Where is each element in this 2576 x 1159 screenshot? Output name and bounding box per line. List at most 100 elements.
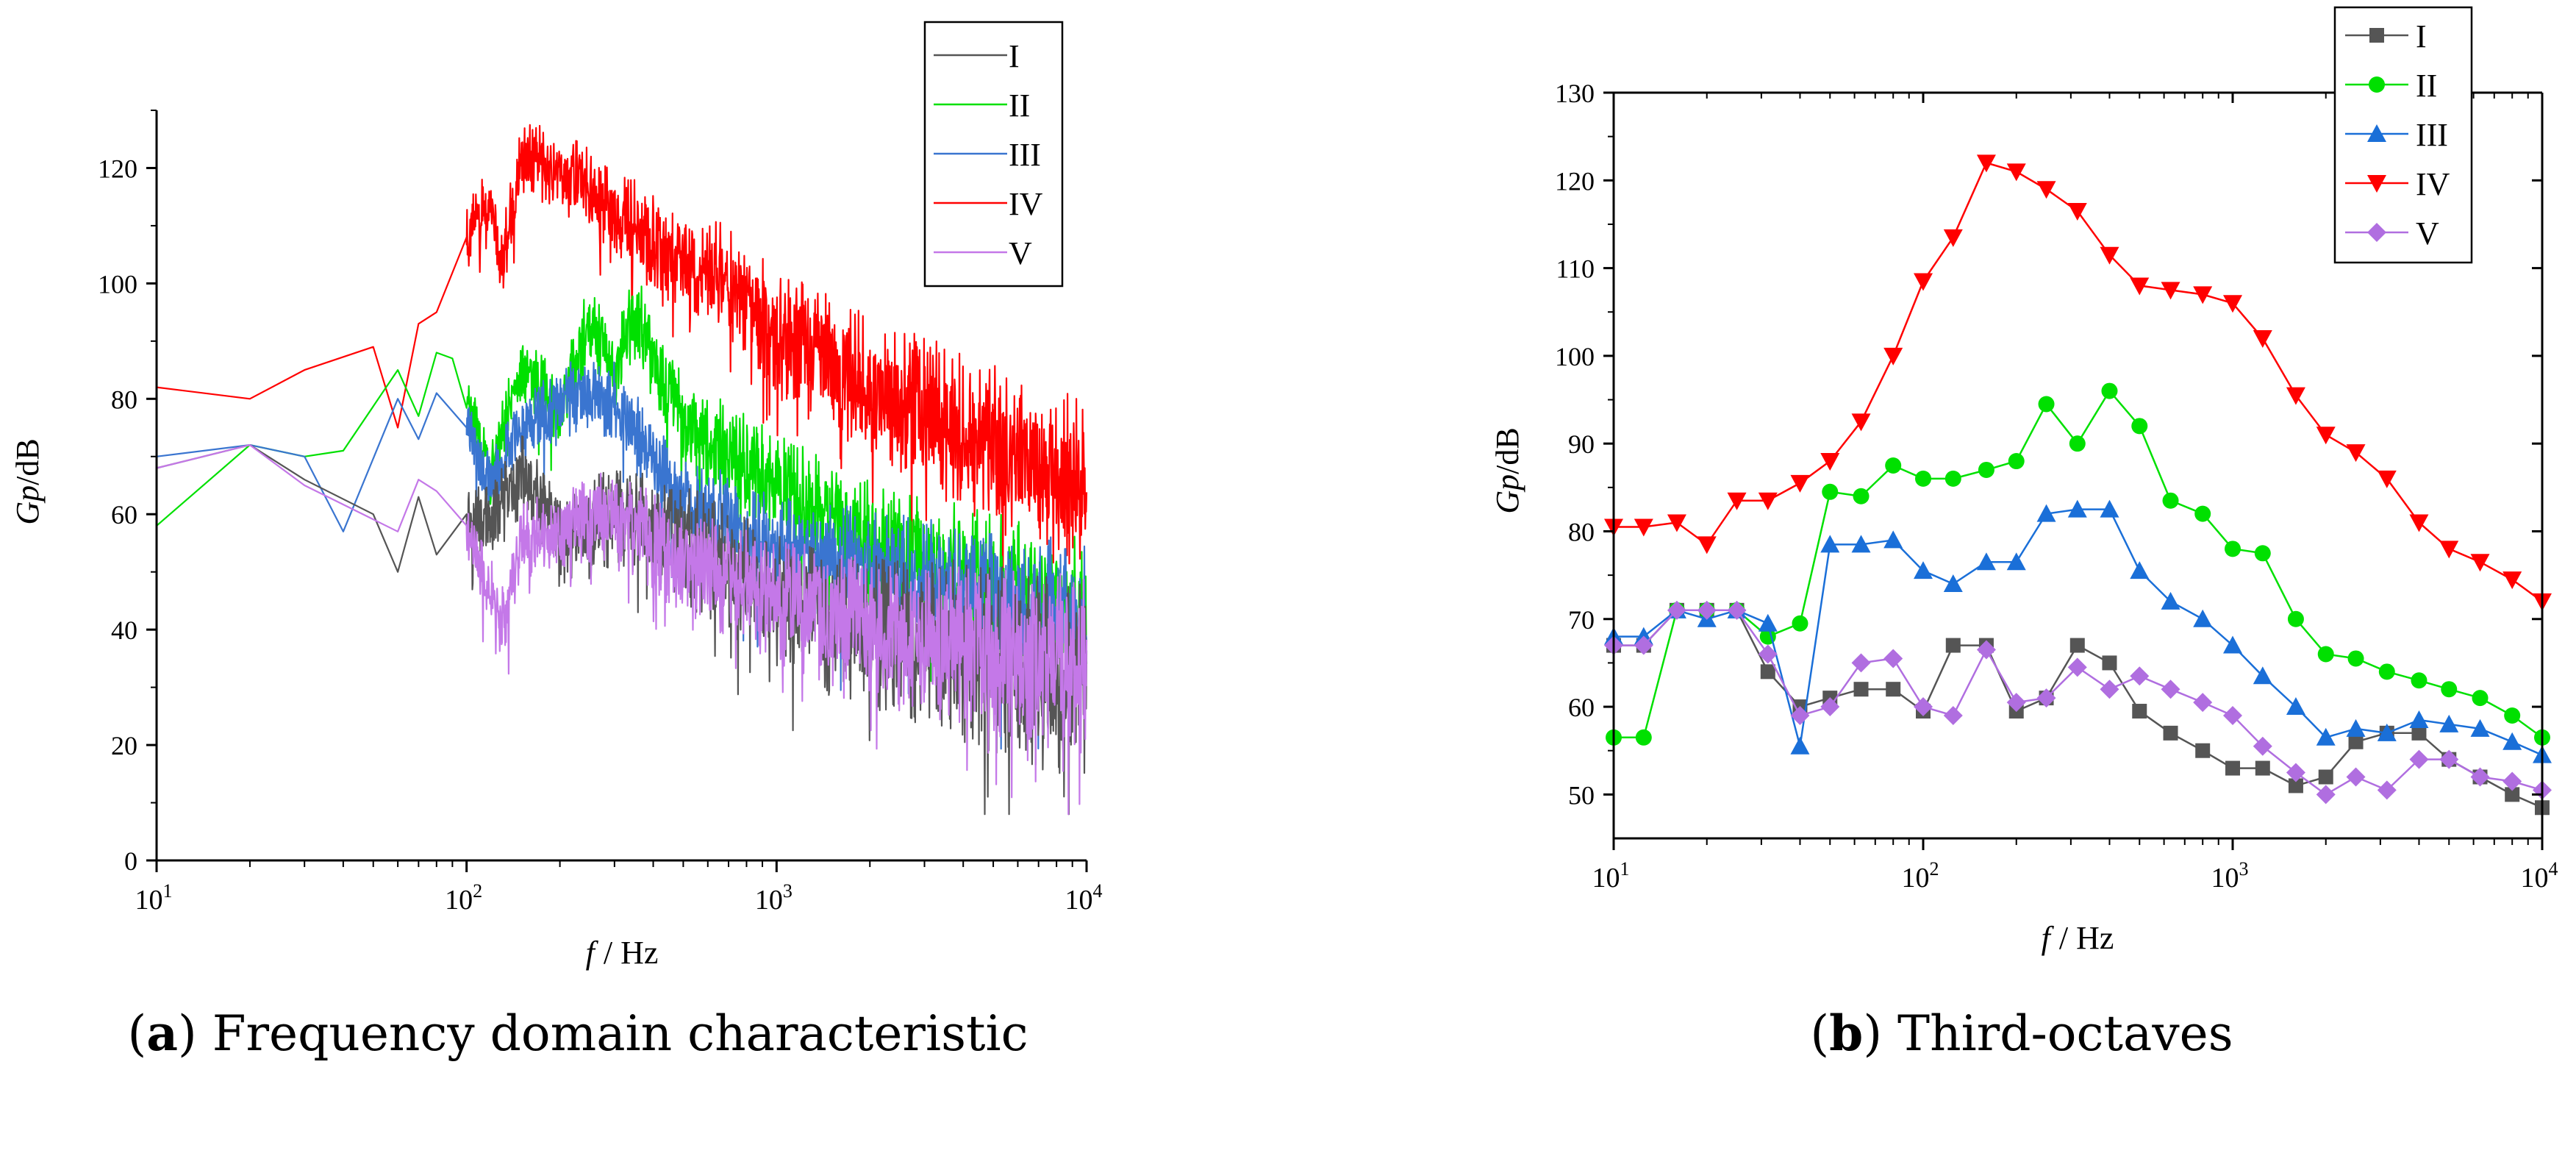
data-point-ii — [2194, 505, 2211, 522]
data-point-iii — [2439, 714, 2459, 732]
data-point-iii — [2377, 723, 2397, 741]
data-point-iv — [2377, 470, 2397, 488]
data-point-iv — [2316, 427, 2336, 445]
series-v — [1604, 600, 2552, 805]
data-point-ii — [2441, 681, 2458, 698]
panel-a-x-tick-base: 10 — [755, 885, 783, 916]
data-point-ii — [2378, 663, 2395, 680]
data-point-ii — [2472, 690, 2489, 707]
data-point-i — [1760, 664, 1775, 680]
data-point-ii — [2101, 382, 2118, 399]
panel-b-y-axis-label: Gp/dB — [1489, 427, 1525, 513]
panel-b-x-tick-label: 104 — [2521, 858, 2558, 894]
data-point-iii — [1914, 561, 1933, 580]
data-point-v — [2470, 767, 2490, 787]
data-point-i — [2411, 725, 2427, 741]
panel-b-caption-text: Third-octaves — [1897, 1005, 2233, 1062]
data-point-v — [2067, 657, 2087, 677]
panel-a-ylabel-unit: /dB — [10, 438, 46, 485]
panel-b-y-tick-label: 70 — [1568, 605, 1595, 635]
data-point-v — [2286, 763, 2305, 782]
panel-a-y-tick-label: 60 — [111, 500, 137, 529]
data-point-v — [2193, 693, 2213, 713]
panel-a-caption-open: ( — [127, 1005, 146, 1062]
panel-b-x-tick-exp: 4 — [2549, 858, 2558, 880]
data-point-iv — [1943, 229, 1963, 247]
data-point-i — [2505, 787, 2520, 802]
data-point-iv — [2100, 246, 2119, 265]
data-point-iii — [1851, 535, 1871, 553]
panel-b-legend-box — [2333, 6, 2473, 264]
data-point-v — [2377, 780, 2397, 800]
data-point-v — [2253, 736, 2272, 756]
data-point-iii — [2067, 499, 2087, 518]
data-point-iii — [2346, 718, 2366, 737]
data-point-v — [2409, 749, 2429, 769]
panel-b-x-tick-base: 10 — [2521, 863, 2549, 894]
panel-b-y-tick-label: 130 — [1555, 79, 1595, 108]
panel-b-caption-close: ) — [1863, 1005, 1897, 1062]
panel-a-x-tick-label: 103 — [755, 880, 793, 916]
panel-a-xlabel-var: f — [586, 935, 599, 971]
data-point-v — [1634, 635, 1653, 655]
data-point-iv — [1976, 154, 1996, 173]
data-point-iii — [2223, 635, 2242, 654]
data-point-ii — [1885, 457, 1902, 474]
data-point-v — [2100, 680, 2119, 699]
panel-a-caption-text: Frequency domain characteristic — [212, 1005, 1028, 1062]
legend-label-iii: III — [1009, 137, 1041, 173]
data-point-i — [2195, 743, 2211, 758]
data-point-i — [2318, 769, 2333, 785]
data-point-v — [1727, 600, 1747, 620]
panel-a-ylabel-var: Gp — [10, 485, 46, 525]
panel-a-caption-close: ) — [178, 1005, 212, 1062]
data-point-iv — [1758, 492, 1778, 510]
panel-a-caption-letter: a — [146, 1005, 178, 1062]
panel-b-xlabel-unit: / Hz — [2059, 920, 2114, 956]
panel-b-x-tick-label: 103 — [2211, 858, 2249, 894]
legend-label-ii: II — [1009, 88, 1030, 124]
data-point-iv — [2439, 541, 2459, 559]
panel-a-y-tick-label: 100 — [98, 269, 137, 299]
series-line-iv — [156, 124, 1088, 602]
series-iv — [1604, 154, 2552, 611]
data-point-i — [2288, 778, 2303, 794]
data-point-iv — [1883, 347, 1903, 365]
series-ii — [1606, 382, 2550, 746]
data-point-v — [2439, 749, 2459, 769]
panel-a-y-tick-label: 120 — [98, 154, 137, 183]
panel-a-x-tick-exp: 2 — [473, 880, 482, 902]
data-point-i — [1945, 638, 1961, 653]
data-point-ii — [2008, 453, 2025, 470]
data-point-iv — [2286, 387, 2305, 405]
panel-a-y-axis-label: Gp/dB — [10, 438, 46, 524]
data-point-v — [1976, 640, 1996, 660]
data-point-v — [2006, 693, 2026, 713]
data-point-v — [2502, 771, 2522, 791]
legend-marker-ii — [2369, 76, 2385, 93]
data-point-iv — [2036, 181, 2056, 199]
data-point-ii — [1944, 470, 1961, 487]
panel-b-caption-letter: b — [1829, 1005, 1863, 1062]
data-point-iv — [2253, 330, 2272, 349]
panel-a-y-tick-label: 0 — [124, 846, 137, 876]
panel-b-x-axis-label: f / Hz — [2042, 920, 2114, 956]
data-point-ii — [1822, 483, 1839, 500]
legend-label-iv: IV — [2416, 166, 2450, 202]
data-point-v — [1914, 697, 1933, 717]
data-point-iii — [1820, 535, 1840, 553]
legend-label-iv: IV — [1009, 186, 1043, 222]
legend-label-i: I — [2416, 18, 2427, 54]
data-point-ii — [2069, 435, 2086, 452]
panel-b-y-tick-label: 60 — [1568, 693, 1595, 722]
data-point-iv — [2193, 286, 2213, 304]
panel-b-x-tick-base: 10 — [1902, 863, 1930, 894]
data-point-ii — [2225, 541, 2241, 557]
data-point-ii — [2131, 418, 2148, 435]
data-point-iv — [2067, 203, 2087, 221]
data-point-i — [2225, 760, 2240, 776]
